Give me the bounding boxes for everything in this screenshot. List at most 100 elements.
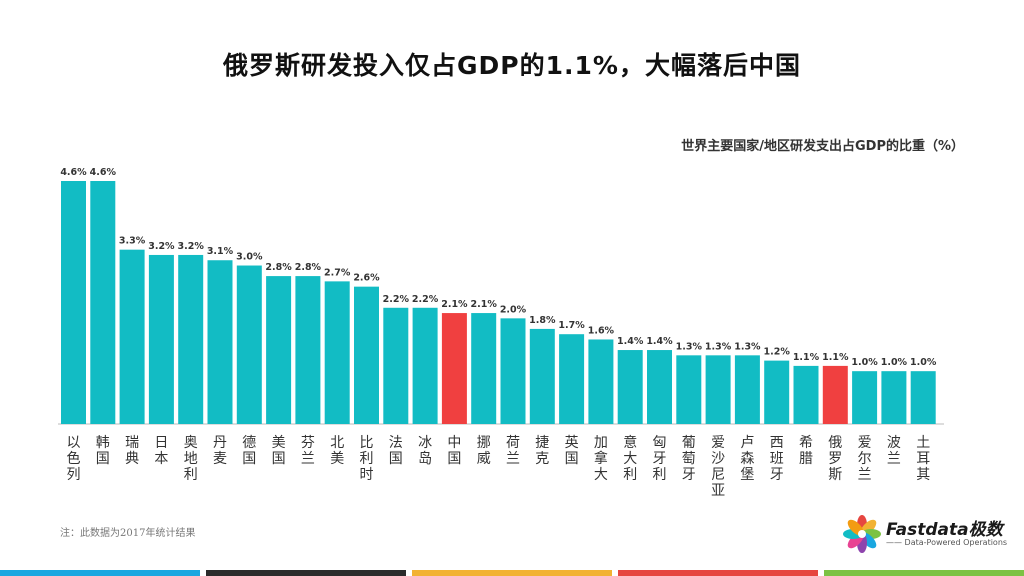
bar-value-label: 3.2%	[178, 241, 205, 252]
category-label: 芬兰	[301, 435, 315, 467]
category-label: 英国	[565, 434, 579, 467]
bar-value-label: 2.1%	[441, 299, 468, 310]
category-label: 比利时	[360, 435, 374, 483]
bar-value-label: 1.0%	[851, 357, 878, 368]
bar-13	[412, 307, 438, 424]
bar-value-label: 1.3%	[676, 341, 703, 352]
bar-26	[793, 365, 819, 424]
bar-30	[910, 371, 936, 424]
logo-name: Fastdata极数	[886, 520, 1003, 540]
bar-23	[705, 355, 731, 424]
footer-segment	[412, 570, 612, 576]
category-label: 法国	[389, 435, 403, 467]
bar-10	[324, 281, 350, 424]
category-label: 挪威	[477, 435, 491, 467]
bar-21	[647, 350, 672, 424]
bar-value-label: 3.2%	[148, 241, 175, 252]
bar-25	[764, 360, 790, 424]
bar-value-label: 2.8%	[265, 262, 292, 273]
bar-11	[354, 286, 379, 424]
category-label: 意大利	[623, 434, 637, 483]
footnote: 注：此数据为2017年统计结果	[60, 528, 196, 539]
category-label: 日本	[154, 435, 168, 467]
category-label: 美国	[272, 435, 286, 467]
category-label: 中国	[447, 435, 461, 467]
category-label: 葡萄牙	[682, 435, 696, 483]
category-label: 土耳其	[916, 435, 930, 483]
bar-17	[529, 328, 555, 424]
bar-value-label: 1.2%	[764, 347, 791, 358]
bar-value-label: 3.1%	[207, 246, 234, 257]
bar-value-label: 4.6%	[90, 167, 117, 178]
bar-18	[559, 334, 585, 424]
bar-value-label: 1.4%	[646, 336, 673, 347]
bar-value-label: 4.6%	[60, 167, 87, 178]
bar-12	[383, 307, 409, 424]
category-label: 北美	[330, 435, 344, 467]
category-label: 瑞典	[125, 435, 139, 467]
category-label: 俄罗斯	[828, 435, 842, 483]
category-label: 韩国	[96, 435, 110, 467]
category-label: 希腊	[799, 435, 813, 467]
footer-segment	[824, 570, 1024, 576]
category-label: 匈牙利	[653, 435, 667, 483]
bar-6	[207, 260, 233, 424]
bar-value-label: 3.3%	[119, 236, 146, 247]
bar-14	[441, 313, 467, 424]
bar-value-label: 2.2%	[412, 294, 439, 305]
bar-value-label: 2.7%	[324, 267, 351, 278]
category-label: 荷兰	[506, 435, 520, 467]
brand-logo: Fastdata极数 —— Data-Powered Operations	[842, 512, 1007, 556]
category-label: 卢森堡	[740, 435, 754, 483]
category-label: 奥地利	[184, 434, 198, 483]
bar-27	[822, 365, 848, 424]
bar-value-label: 3.0%	[236, 252, 263, 263]
footer-segment	[618, 570, 818, 576]
bar-9	[295, 276, 321, 424]
bar-value-label: 1.1%	[822, 352, 849, 363]
bar-7	[236, 265, 262, 424]
category-label: 丹麦	[213, 435, 227, 467]
bar-value-label: 2.2%	[383, 294, 410, 305]
bar-16	[500, 318, 526, 424]
bar-value-label: 1.0%	[910, 357, 937, 368]
logo-tagline: —— Data-Powered Operations	[886, 538, 1008, 547]
category-label: 爱沙尼亚	[711, 435, 725, 499]
category-label: 以色列	[67, 435, 81, 483]
category-label: 德国	[242, 435, 256, 467]
category-label: 波兰	[887, 435, 901, 467]
bar-5	[178, 254, 204, 424]
bar-28	[852, 371, 878, 424]
bar-3	[119, 249, 145, 424]
chart-title: 俄罗斯研发投入仅占GDP的1.1%，大幅落后中国	[223, 51, 801, 80]
bar-value-label: 2.8%	[295, 262, 322, 273]
bar-22	[676, 355, 702, 424]
bar-chart: 4.6% 以色列 4.6% 韩国 3.3% 瑞典 3.2% 日本 3.2% 奥地利 3.1% 丹麦 3.…	[58, 167, 944, 499]
footer-color-bar	[0, 570, 1024, 576]
category-label: 西班牙	[770, 435, 784, 483]
category-label: 冰岛	[418, 435, 432, 467]
bar-20	[617, 350, 643, 424]
footer-segment	[206, 570, 406, 576]
bar-29	[881, 371, 907, 424]
bar-15	[471, 313, 497, 424]
bar-19	[588, 339, 614, 424]
bar-value-label: 1.4%	[617, 336, 644, 347]
bar-value-label: 1.8%	[529, 315, 556, 326]
bar-value-label: 1.6%	[588, 325, 615, 336]
bar-24	[734, 355, 760, 424]
category-label: 捷克	[535, 435, 549, 467]
bar-value-label: 2.0%	[500, 304, 527, 315]
bar-value-label: 2.1%	[471, 299, 498, 310]
bar-value-label: 1.3%	[705, 341, 732, 352]
bar-value-label: 2.6%	[353, 273, 380, 284]
bar-2	[90, 181, 116, 424]
bar-value-label: 1.0%	[881, 357, 908, 368]
bar-value-label: 1.7%	[558, 320, 585, 331]
category-label: 爱尔兰	[858, 435, 872, 483]
category-label: 加拿大	[594, 435, 608, 483]
bar-value-label: 1.3%	[734, 341, 761, 352]
bar-4	[148, 254, 174, 424]
bar-value-label: 1.1%	[793, 352, 820, 363]
bar-8	[266, 276, 292, 424]
